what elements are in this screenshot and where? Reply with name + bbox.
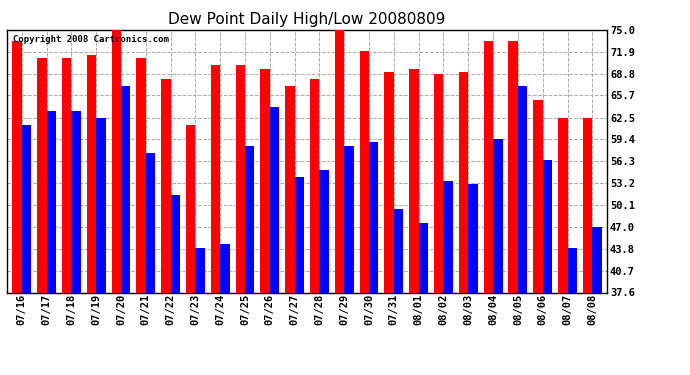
Bar bbox=[558, 118, 567, 292]
Bar bbox=[310, 79, 319, 292]
Bar bbox=[369, 142, 379, 292]
Bar bbox=[518, 86, 527, 292]
Bar bbox=[62, 58, 71, 292]
Bar bbox=[137, 58, 146, 292]
Bar bbox=[459, 72, 469, 292]
Bar bbox=[384, 72, 394, 292]
Bar bbox=[71, 111, 81, 292]
Bar bbox=[409, 69, 419, 292]
Bar bbox=[583, 118, 592, 292]
Bar bbox=[444, 181, 453, 292]
Bar bbox=[335, 30, 344, 292]
Bar bbox=[543, 160, 552, 292]
Bar bbox=[245, 146, 255, 292]
Bar bbox=[170, 195, 180, 292]
Bar bbox=[161, 79, 170, 292]
Bar bbox=[121, 86, 130, 292]
Bar bbox=[484, 40, 493, 292]
Bar bbox=[87, 55, 96, 292]
Bar bbox=[146, 153, 155, 292]
Bar bbox=[47, 111, 56, 292]
Title: Dew Point Daily High/Low 20080809: Dew Point Daily High/Low 20080809 bbox=[168, 12, 446, 27]
Text: Copyright 2008 Cartronics.com: Copyright 2008 Cartronics.com bbox=[13, 35, 169, 44]
Bar bbox=[37, 58, 47, 292]
Bar bbox=[235, 65, 245, 292]
Bar bbox=[112, 23, 121, 293]
Bar bbox=[434, 74, 444, 292]
Bar bbox=[493, 139, 502, 292]
Bar bbox=[220, 244, 230, 292]
Bar bbox=[469, 184, 477, 292]
Bar bbox=[96, 118, 106, 292]
Bar bbox=[12, 40, 22, 292]
Bar bbox=[295, 177, 304, 292]
Bar bbox=[195, 248, 205, 292]
Bar bbox=[211, 65, 220, 292]
Bar bbox=[22, 125, 31, 292]
Bar bbox=[419, 223, 428, 292]
Bar bbox=[260, 69, 270, 292]
Bar bbox=[344, 146, 354, 292]
Bar bbox=[509, 40, 518, 292]
Bar bbox=[394, 209, 403, 292]
Bar bbox=[270, 107, 279, 292]
Bar bbox=[285, 86, 295, 292]
Bar bbox=[186, 125, 195, 292]
Bar bbox=[567, 248, 577, 292]
Bar bbox=[319, 170, 329, 292]
Bar bbox=[533, 100, 543, 292]
Bar bbox=[359, 51, 369, 292]
Bar bbox=[592, 226, 602, 292]
